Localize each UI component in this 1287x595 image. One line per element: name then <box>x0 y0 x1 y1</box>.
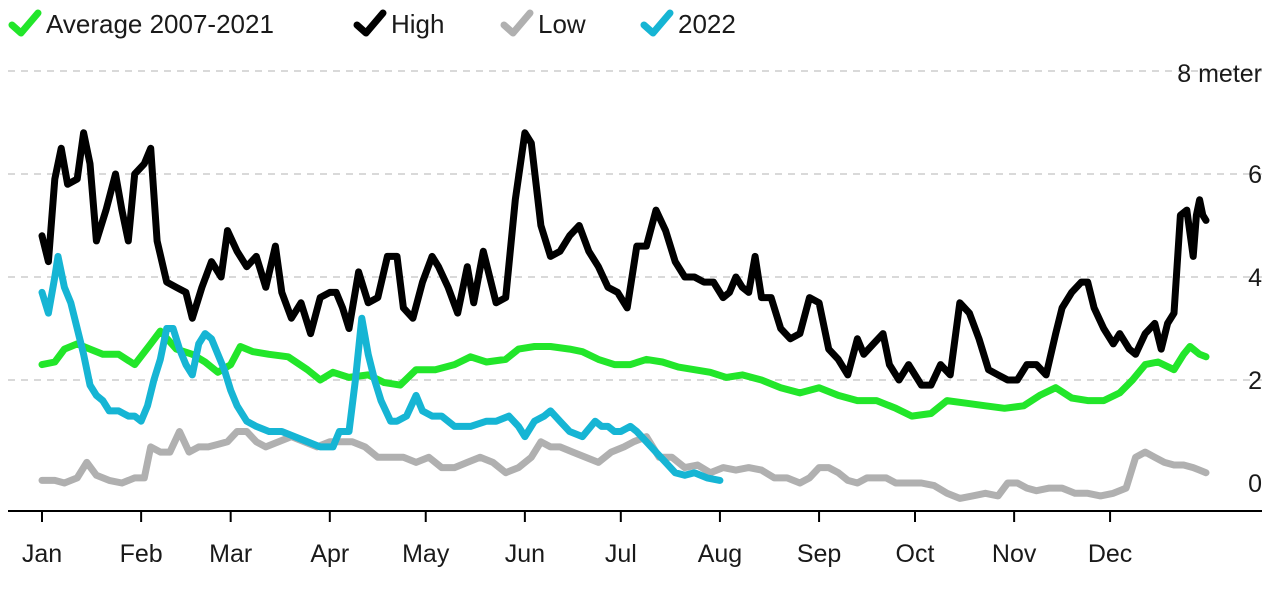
x-tick-label: May <box>402 540 450 568</box>
y-unit-label: 8 meter <box>1177 60 1262 88</box>
series-line-2022 <box>38 252 724 484</box>
series-line-low <box>38 428 1210 502</box>
legend-item: Low <box>500 9 586 39</box>
legend-label: 2022 <box>678 9 736 39</box>
legend: Average 2007-2021 High Low 2022 <box>8 9 736 39</box>
legend-swatch-icon <box>500 9 534 37</box>
legend-item: Average 2007-2021 <box>8 9 274 39</box>
y-axis-ticks: 0 2 4 6 <box>1248 161 1262 498</box>
x-tick-label: Mar <box>209 540 252 568</box>
series-line-high <box>38 129 1210 389</box>
x-tick-label: Aug <box>698 540 742 568</box>
x-tick-label: Jun <box>505 540 545 568</box>
legend-swatch-icon <box>8 9 42 37</box>
legend-label: Low <box>538 9 586 39</box>
legend-swatch-icon <box>353 9 387 37</box>
x-axis-ticks: Jan Feb Mar Apr May Jun Jul Aug Sep Oct Nov Dec <box>22 511 1132 568</box>
series-lines <box>38 129 1210 502</box>
y-tick-label: 4 <box>1248 264 1262 292</box>
y-tick-label: 2 <box>1248 367 1262 395</box>
grid <box>8 70 1262 381</box>
y-tick-label: 0 <box>1248 470 1262 498</box>
x-tick-label: Jan <box>22 540 62 568</box>
legend-item: High <box>353 9 444 39</box>
x-tick-label: Feb <box>120 540 163 568</box>
x-tick-label: Oct <box>896 540 935 568</box>
legend-item: 2022 <box>640 9 736 39</box>
x-tick-label: Nov <box>992 540 1037 568</box>
x-tick-label: Sep <box>797 540 841 568</box>
series-line-average-2007-2021 <box>38 327 1210 420</box>
y-tick-label: 6 <box>1248 161 1262 189</box>
legend-label: High <box>391 9 444 39</box>
legend-label: Average 2007-2021 <box>46 9 274 39</box>
x-tick-label: Apr <box>310 540 349 568</box>
legend-swatch-icon <box>640 9 674 37</box>
x-tick-label: Dec <box>1088 540 1132 568</box>
x-tick-label: Jul <box>605 540 637 568</box>
